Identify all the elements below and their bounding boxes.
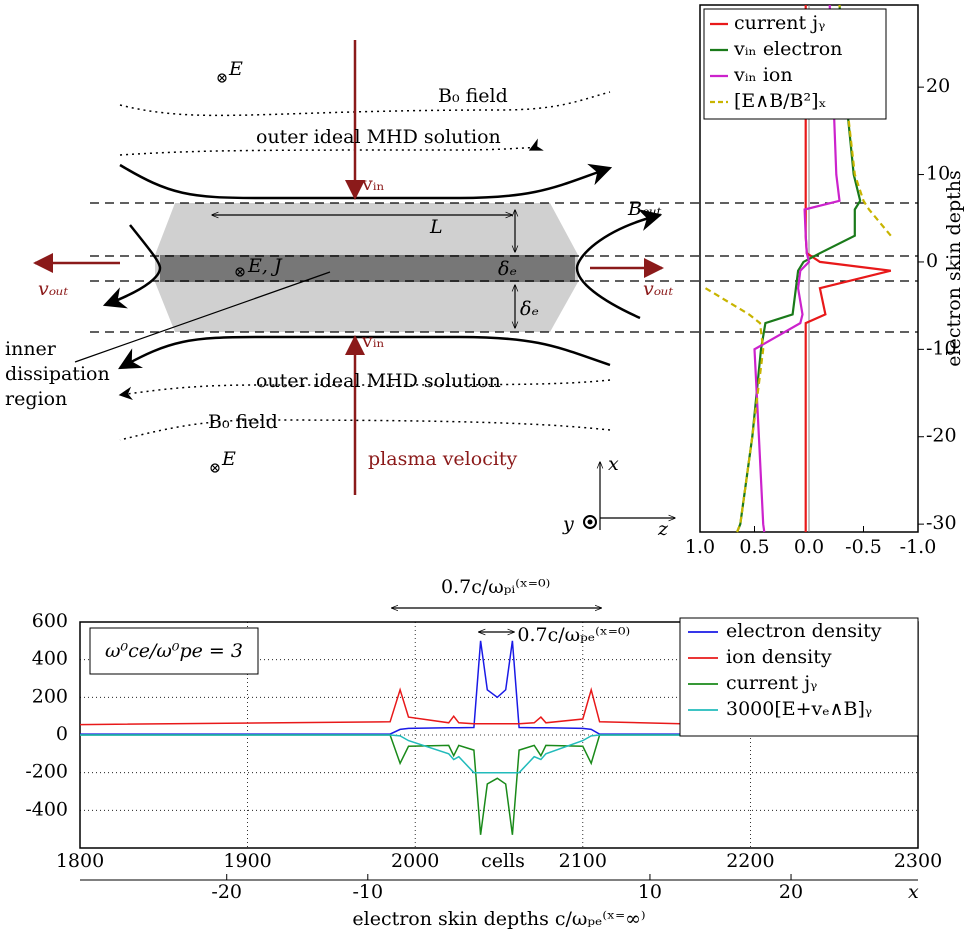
x-tick-label: 2000 <box>391 850 439 872</box>
arrow <box>530 90 600 106</box>
label: E <box>228 58 243 80</box>
legend-label: vᵢₙ electron <box>733 38 842 60</box>
legend-label: electron density <box>726 620 882 642</box>
legend-label: [E∧B/B²]ₓ <box>734 90 827 112</box>
field-line <box>102 224 162 309</box>
series-line <box>80 734 918 835</box>
label: x <box>608 453 619 475</box>
series-line <box>80 640 918 735</box>
field-line <box>119 419 611 441</box>
annotation-box <box>89 627 259 675</box>
x-tick-label: -1.0 <box>900 536 937 558</box>
y-tick-label: -400 <box>25 798 68 820</box>
into-page-symbol <box>217 73 227 83</box>
y-tick-label: -20 <box>926 425 957 447</box>
x2-tick-label: -10 <box>352 881 383 903</box>
annotation: ω⁰ce/ω⁰pe = 3 <box>105 640 243 662</box>
label: B₀ field <box>438 85 508 107</box>
x-tick-label: -0.5 <box>845 536 882 558</box>
label: region <box>5 388 67 410</box>
label: dissipation <box>5 363 110 385</box>
x-tick-label: 2100 <box>559 850 607 872</box>
legend-label: vᵢₙ ion <box>733 64 793 86</box>
field-line <box>575 209 663 320</box>
label: vₒᵤₜ <box>38 278 69 300</box>
y-tick-label: -200 <box>25 761 68 783</box>
label: vᵢₙ <box>361 330 385 352</box>
field-line <box>119 138 544 156</box>
field-line <box>119 91 611 117</box>
y-axis-label: electron skin depths <box>943 170 965 366</box>
into-page-symbol <box>235 267 245 277</box>
y-tick-label: 200 <box>32 685 68 707</box>
into-page-symbol <box>218 74 226 82</box>
label: vₒᵤₜ <box>643 278 674 300</box>
label: Bₒᵤₜ <box>627 198 662 220</box>
x2-tick-label: 20 <box>779 881 803 903</box>
legend-label: 3000[E+vₑ∧B]ᵧ <box>726 698 872 720</box>
label: L <box>429 216 443 238</box>
label: outer ideal MHD solution <box>256 126 501 148</box>
label: B₀ field <box>208 411 278 433</box>
y-tick-label: 0 <box>926 250 938 272</box>
inner-region <box>160 255 575 282</box>
label: vᵢₙ <box>361 173 385 195</box>
annotation: 0.7c/ωₚₑ⁽ˣ⁼⁰⁾ <box>517 624 630 646</box>
label: δₑ <box>520 298 539 320</box>
series-line <box>80 734 918 774</box>
x2-axis-label: electron skin depths c/ωₚₑ⁽ˣ⁼∞⁾ <box>352 908 645 930</box>
x2-tick-label: -20 <box>211 881 242 903</box>
x-tick-label: 0.0 <box>794 536 824 558</box>
y-tick-label: 10 <box>926 163 950 185</box>
y-tick-label: 600 <box>32 610 68 632</box>
x-tick-label: 0.5 <box>739 536 769 558</box>
legend-box <box>679 617 919 737</box>
y-tick-label: 20 <box>926 75 950 97</box>
x2-name: x <box>908 881 919 903</box>
legend-label: ion density <box>726 646 832 668</box>
y-tick-label: 400 <box>32 648 68 670</box>
label: z <box>657 518 669 540</box>
legend-box <box>703 8 887 120</box>
out-of-page-symbol <box>587 519 593 525</box>
x-tick-label: 2200 <box>726 850 774 872</box>
label: E <box>221 448 236 470</box>
legend-label: current jᵧ <box>726 672 817 694</box>
x-tick-label: 2300 <box>894 850 942 872</box>
x-tick-label: 1.0 <box>685 536 715 558</box>
x-axis-label: cells <box>481 850 525 872</box>
label: E, J <box>247 255 283 277</box>
series-line <box>79 686 919 731</box>
x2-tick-label: 10 <box>638 881 662 903</box>
out-of-page-symbol <box>583 515 597 529</box>
x-tick-label: 1900 <box>223 850 271 872</box>
annotation: 0.7c/ωₚᵢ⁽ˣ⁼⁰⁾ <box>441 576 550 598</box>
y-tick-label: 0 <box>56 723 68 745</box>
series-line <box>804 5 892 532</box>
label: outer ideal MHD solution <box>256 370 501 392</box>
pointer-line <box>74 271 331 363</box>
into-page-symbol <box>211 464 219 472</box>
label: δₑ <box>498 258 517 280</box>
label: inner <box>5 338 57 360</box>
into-page-symbol <box>236 268 244 276</box>
diagram: E B₀ field outer ideal MHD solution vᵢₙ … <box>5 40 918 540</box>
label: y <box>562 513 574 535</box>
y-tick-label: -30 <box>926 512 957 534</box>
label: plasma velocity <box>368 448 518 470</box>
into-page-symbol <box>210 463 220 473</box>
field-line <box>118 379 611 401</box>
legend-label: current jᵧ <box>734 12 825 34</box>
x-tick-label: 1800 <box>56 850 104 872</box>
y-tick-label: -10 <box>926 337 957 359</box>
